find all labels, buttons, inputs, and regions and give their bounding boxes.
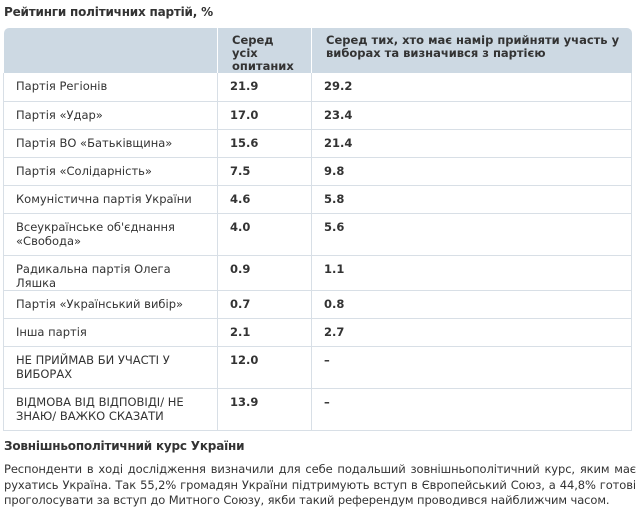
table-row: Інша партія 2.1 2.7: [3, 318, 632, 347]
value-all: 21.9: [217, 73, 312, 102]
value-all: 13.9: [217, 388, 312, 431]
value-voters: 29.2: [311, 73, 632, 102]
value-all: 4.6: [217, 185, 312, 214]
value-all: 4.0: [217, 213, 312, 256]
table-header-row: Серед усіх опитаних Серед тих, хто має н…: [3, 28, 632, 73]
section-title: Зовнішньополітичний курс України: [4, 439, 245, 453]
party-name: Партія «Український вибір»: [3, 290, 218, 319]
header-all-respondents: Серед усіх опитаних: [217, 28, 312, 73]
value-all: 17.0: [217, 101, 312, 130]
value-voters: –: [311, 388, 632, 431]
table-row: Партія ВО «Батьківщина» 15.6 21.4: [3, 129, 632, 158]
party-name: Партія Регіонів: [3, 73, 218, 102]
value-voters: 5.8: [311, 185, 632, 214]
value-all: 12.0: [217, 346, 312, 389]
value-voters: 5.6: [311, 213, 632, 256]
party-name: Інша партія: [3, 318, 218, 347]
body-paragraph: Респонденти в ході дослідження визначили…: [4, 462, 636, 507]
header-decided-voters: Серед тих, хто має намір прийняти участь…: [311, 28, 632, 73]
party-name: Партія «Солідарність»: [3, 157, 218, 186]
party-name: Комуністична партія України: [3, 185, 218, 214]
value-voters: 1.1: [311, 255, 632, 291]
table-title: Рейтинги політичних партій, %: [4, 5, 213, 19]
table-row: Партія «Український вибір» 0.7 0.8: [3, 290, 632, 319]
party-name: Партія «Удар»: [3, 101, 218, 130]
ratings-table: Серед усіх опитаних Серед тих, хто має н…: [3, 28, 632, 431]
value-all: 0.9: [217, 255, 312, 291]
value-voters: –: [311, 346, 632, 389]
value-voters: 0.8: [311, 290, 632, 319]
table-row: Партія Регіонів 21.9 29.2: [3, 73, 632, 102]
value-voters: 9.8: [311, 157, 632, 186]
table-row: НЕ ПРИЙМАВ БИ УЧАСТІ У ВИБОРАХ 12.0 –: [3, 346, 632, 389]
value-voters: 2.7: [311, 318, 632, 347]
value-all: 15.6: [217, 129, 312, 158]
value-voters: 23.4: [311, 101, 632, 130]
table-row: Партія «Удар» 17.0 23.4: [3, 101, 632, 130]
party-name: НЕ ПРИЙМАВ БИ УЧАСТІ У ВИБОРАХ: [3, 346, 218, 389]
party-name: Всеукраїнське об'єднання «Свобода»: [3, 213, 218, 256]
table-row: ВІДМОВА ВІД ВІДПОВІДІ/ НЕ ЗНАЮ/ ВАЖКО СК…: [3, 388, 632, 431]
value-voters: 21.4: [311, 129, 632, 158]
table-row: Всеукраїнське об'єднання «Свобода» 4.0 5…: [3, 213, 632, 256]
value-all: 7.5: [217, 157, 312, 186]
value-all: 0.7: [217, 290, 312, 319]
table-row: Партія «Солідарність» 7.5 9.8: [3, 157, 632, 186]
table-row: Комуністична партія України 4.6 5.8: [3, 185, 632, 214]
party-name: ВІДМОВА ВІД ВІДПОВІДІ/ НЕ ЗНАЮ/ ВАЖКО СК…: [3, 388, 218, 431]
value-all: 2.1: [217, 318, 312, 347]
table-row: Радикальна партія Олега Ляшка 0.9 1.1: [3, 255, 632, 291]
party-name: Радикальна партія Олега Ляшка: [3, 255, 218, 291]
party-name: Партія ВО «Батьківщина»: [3, 129, 218, 158]
header-party: [3, 28, 218, 73]
